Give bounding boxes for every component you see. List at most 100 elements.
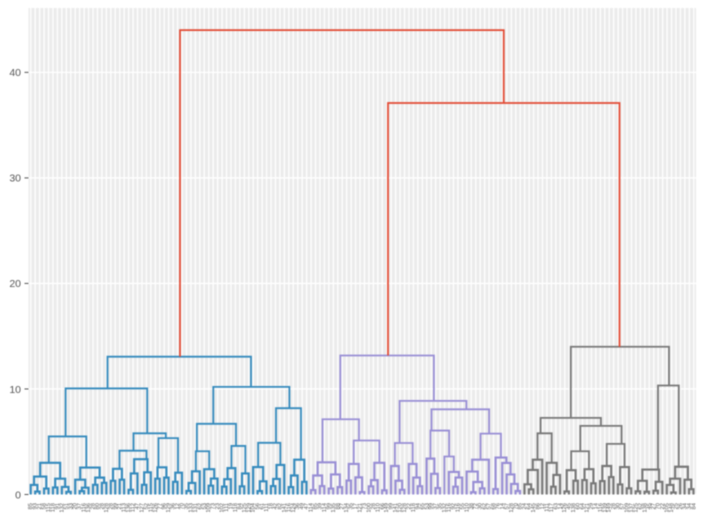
- svg-text:70: 70: [513, 503, 519, 509]
- svg-text:126: 126: [153, 503, 159, 513]
- svg-text:30: 30: [478, 503, 484, 509]
- svg-text:117: 117: [549, 503, 555, 512]
- svg-text:60: 60: [576, 503, 582, 509]
- svg-text:61: 61: [260, 503, 266, 509]
- svg-text:70: 70: [656, 503, 662, 509]
- svg-text:99: 99: [429, 503, 435, 509]
- svg-text:85: 85: [28, 503, 34, 509]
- svg-text:12: 12: [540, 503, 546, 509]
- svg-text:25: 25: [673, 503, 679, 509]
- svg-text:118: 118: [50, 503, 56, 512]
- svg-text:53: 53: [202, 503, 208, 509]
- svg-text:77: 77: [157, 503, 163, 509]
- svg-text:45: 45: [567, 503, 573, 509]
- svg-text:149: 149: [607, 503, 613, 513]
- svg-text:85: 85: [518, 503, 524, 509]
- svg-text:111: 111: [264, 503, 270, 512]
- svg-text:72: 72: [473, 503, 479, 509]
- svg-text:139: 139: [602, 503, 608, 513]
- svg-text:133: 133: [188, 503, 194, 513]
- svg-text:33: 33: [68, 503, 74, 509]
- svg-text:65: 65: [420, 503, 426, 509]
- svg-text:66: 66: [380, 503, 386, 509]
- svg-text:132: 132: [59, 503, 65, 513]
- svg-text:93: 93: [33, 503, 39, 509]
- svg-text:55: 55: [460, 503, 466, 509]
- svg-text:99: 99: [326, 503, 332, 509]
- svg-text:52: 52: [144, 503, 150, 509]
- svg-text:128: 128: [104, 503, 110, 513]
- svg-text:12: 12: [175, 503, 181, 509]
- svg-text:125: 125: [633, 503, 639, 513]
- svg-text:104: 104: [251, 502, 257, 512]
- svg-text:57: 57: [620, 503, 626, 509]
- svg-text:109: 109: [625, 503, 631, 513]
- svg-text:47: 47: [304, 503, 310, 509]
- svg-text:57: 57: [487, 503, 493, 509]
- svg-text:102: 102: [220, 503, 226, 513]
- svg-text:56: 56: [255, 503, 261, 509]
- svg-text:94: 94: [415, 502, 421, 509]
- svg-text:118: 118: [233, 503, 239, 512]
- svg-text:80: 80: [95, 503, 101, 509]
- svg-text:58: 58: [42, 503, 48, 509]
- svg-text:127: 127: [139, 503, 145, 513]
- svg-text:99: 99: [389, 503, 395, 509]
- svg-text:22: 22: [660, 503, 666, 509]
- svg-text:141: 141: [282, 503, 288, 513]
- svg-text:62: 62: [638, 503, 644, 509]
- svg-text:73: 73: [362, 503, 368, 509]
- svg-text:26: 26: [678, 503, 684, 509]
- svg-text:105: 105: [665, 503, 671, 513]
- svg-text:21: 21: [117, 503, 123, 509]
- svg-text:62: 62: [482, 503, 488, 509]
- svg-text:85: 85: [313, 503, 319, 509]
- svg-text:10: 10: [9, 384, 21, 396]
- svg-text:14: 14: [500, 502, 506, 509]
- svg-text:145: 145: [531, 503, 537, 513]
- svg-text:0: 0: [15, 489, 21, 501]
- svg-text:131: 131: [193, 503, 199, 513]
- svg-text:134: 134: [344, 502, 350, 512]
- svg-text:64: 64: [527, 502, 533, 509]
- svg-text:28: 28: [91, 503, 97, 509]
- svg-text:28: 28: [611, 503, 617, 509]
- svg-text:112: 112: [131, 503, 137, 512]
- svg-text:129: 129: [246, 503, 252, 513]
- svg-text:136: 136: [126, 503, 132, 513]
- svg-text:118: 118: [411, 503, 417, 512]
- svg-text:126: 126: [562, 503, 568, 513]
- svg-text:138: 138: [571, 503, 577, 513]
- svg-text:116: 116: [447, 503, 453, 512]
- svg-text:30: 30: [9, 173, 21, 185]
- svg-text:39: 39: [317, 503, 323, 509]
- svg-text:96: 96: [162, 503, 168, 509]
- svg-text:36: 36: [295, 503, 301, 509]
- svg-text:109: 109: [206, 503, 212, 513]
- svg-text:82: 82: [277, 503, 283, 509]
- svg-text:45: 45: [647, 503, 653, 509]
- svg-text:124: 124: [291, 502, 297, 512]
- svg-text:111: 111: [544, 503, 550, 512]
- svg-text:111: 111: [224, 503, 230, 512]
- svg-text:36: 36: [171, 503, 177, 509]
- svg-text:138: 138: [642, 503, 648, 513]
- svg-text:86: 86: [536, 503, 542, 509]
- svg-text:42: 42: [273, 503, 279, 509]
- svg-text:121: 121: [358, 503, 364, 513]
- svg-text:120: 120: [398, 503, 404, 513]
- svg-text:18: 18: [269, 503, 275, 509]
- svg-text:132: 132: [442, 503, 448, 513]
- svg-text:64: 64: [580, 502, 586, 509]
- svg-text:20: 20: [73, 503, 79, 509]
- svg-text:53: 53: [424, 503, 430, 509]
- svg-text:38: 38: [469, 503, 475, 509]
- svg-text:110: 110: [464, 503, 470, 512]
- svg-text:116: 116: [598, 503, 604, 512]
- svg-text:21: 21: [37, 503, 43, 509]
- svg-text:70: 70: [180, 503, 186, 509]
- svg-text:47: 47: [135, 503, 141, 509]
- svg-text:116: 116: [286, 503, 292, 512]
- svg-text:62: 62: [197, 503, 203, 509]
- svg-text:29: 29: [589, 503, 595, 509]
